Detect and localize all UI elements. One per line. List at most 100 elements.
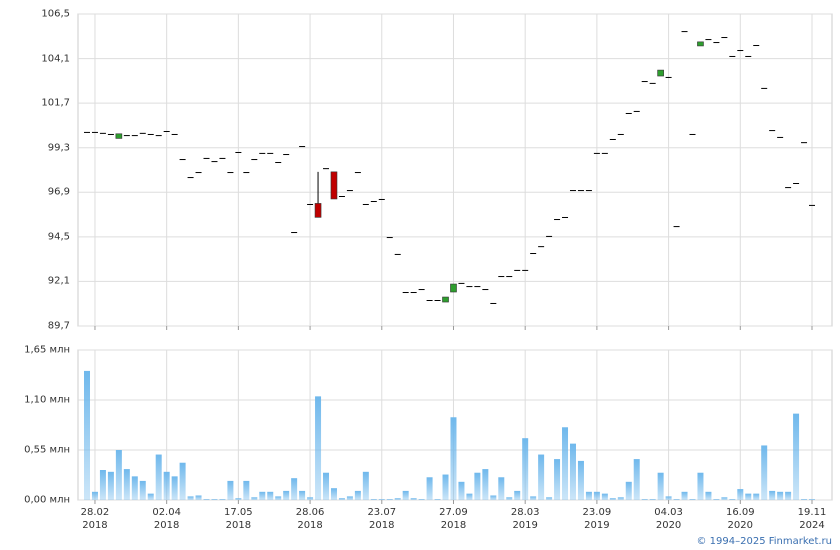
x-tick-label: 23.09 2019 [582, 507, 612, 531]
candle-body [426, 300, 433, 301]
volume-bar [243, 480, 250, 500]
volume-bar [346, 496, 353, 500]
candle-body [259, 152, 266, 154]
candle-body [362, 203, 369, 205]
volume-bar [84, 370, 90, 500]
candle-body [482, 289, 489, 291]
candle-body [275, 162, 282, 164]
candle-body [777, 136, 784, 138]
volume-bar [323, 472, 330, 500]
candle-body [665, 76, 672, 78]
volume-bar [354, 490, 361, 500]
volume-bar [107, 471, 114, 500]
volume-bar [203, 499, 210, 500]
candle-body [721, 37, 728, 39]
candle-body [163, 131, 170, 132]
candle-body [530, 253, 537, 255]
candle-body [442, 296, 449, 303]
candle-body [681, 31, 688, 33]
volume-bar [633, 459, 640, 500]
volume-bar [562, 427, 569, 500]
volume-bar [291, 478, 298, 500]
x-tick-label: 19.11 2024 [797, 507, 827, 531]
volume-bar [761, 445, 768, 500]
candle-body [801, 142, 808, 144]
volume-bar [171, 476, 178, 500]
y-tick-label: 0,00 млн [24, 494, 70, 506]
candle-body [490, 302, 497, 304]
candle-body [394, 253, 401, 255]
candle-body [84, 131, 90, 133]
y-tick-label: 96,9 [47, 186, 70, 198]
volume-bar [689, 499, 696, 500]
credit[interactable]: © 1994–2025 Finmarket.ru [696, 536, 832, 547]
volume-bar [705, 491, 712, 500]
x-tick-label: 23.07 2018 [367, 507, 397, 531]
volume-bar [394, 498, 401, 500]
volume-bar [769, 490, 776, 500]
volume-bar [410, 498, 417, 500]
candle-body [673, 226, 680, 228]
volume-bar [131, 476, 138, 500]
candle-body [107, 133, 114, 135]
candle-body [641, 81, 648, 83]
volume-bar [729, 499, 736, 500]
candle-body [330, 171, 338, 200]
candle-body [211, 161, 218, 163]
candle-body [147, 133, 154, 135]
candle-body [625, 112, 632, 114]
candle-body [649, 82, 656, 84]
candle-body [299, 146, 306, 148]
candle-body [769, 130, 776, 132]
y-tick-label: 101,7 [41, 97, 70, 109]
volume-bar [482, 469, 489, 500]
candle-body [187, 177, 194, 179]
candle-body [346, 190, 353, 192]
candle-body [562, 216, 569, 218]
plot-frame [77, 13, 833, 327]
volume-bar [498, 477, 505, 500]
candle-body [761, 87, 768, 89]
volume-bar [625, 481, 632, 500]
volume-bar [299, 490, 306, 500]
volume-bar [514, 490, 521, 500]
volume-bar [585, 491, 592, 500]
candle-body [139, 132, 146, 134]
candle-body [753, 45, 760, 47]
volume-bar [195, 495, 202, 500]
x-tick-label: 04.03 2020 [654, 507, 683, 531]
volume-bar [155, 454, 162, 500]
candle-body [402, 292, 409, 294]
volume-bar [474, 472, 481, 500]
candle-body [267, 152, 274, 154]
volume-bar [490, 495, 497, 500]
volume-bar [91, 491, 98, 500]
volume-bar [450, 417, 457, 500]
candle-body [506, 276, 513, 278]
volume-bar [546, 497, 553, 500]
candle-body [633, 110, 640, 112]
volume-bar [362, 471, 369, 500]
volume-bar [753, 493, 760, 500]
volume-bar [426, 477, 433, 500]
volume-bar [259, 491, 266, 500]
candle-body [91, 131, 98, 133]
candle-body [418, 289, 425, 291]
candle-body [577, 190, 584, 192]
candle-body [115, 133, 123, 139]
candle-body [697, 41, 704, 47]
candle-body [251, 159, 258, 161]
candle-body [793, 183, 800, 184]
candle-body [466, 286, 473, 288]
candle-body [601, 152, 608, 154]
volume-bar [593, 491, 600, 500]
x-tick-label: 27.09 2018 [439, 507, 468, 531]
candle-body [219, 157, 226, 159]
volume-bar [657, 472, 664, 500]
x-tick-label: 02.04 2018 [152, 507, 181, 531]
volume-bar [601, 493, 608, 500]
candle-body [554, 219, 561, 221]
volume-bar [219, 499, 226, 500]
volume-bar [538, 454, 545, 500]
